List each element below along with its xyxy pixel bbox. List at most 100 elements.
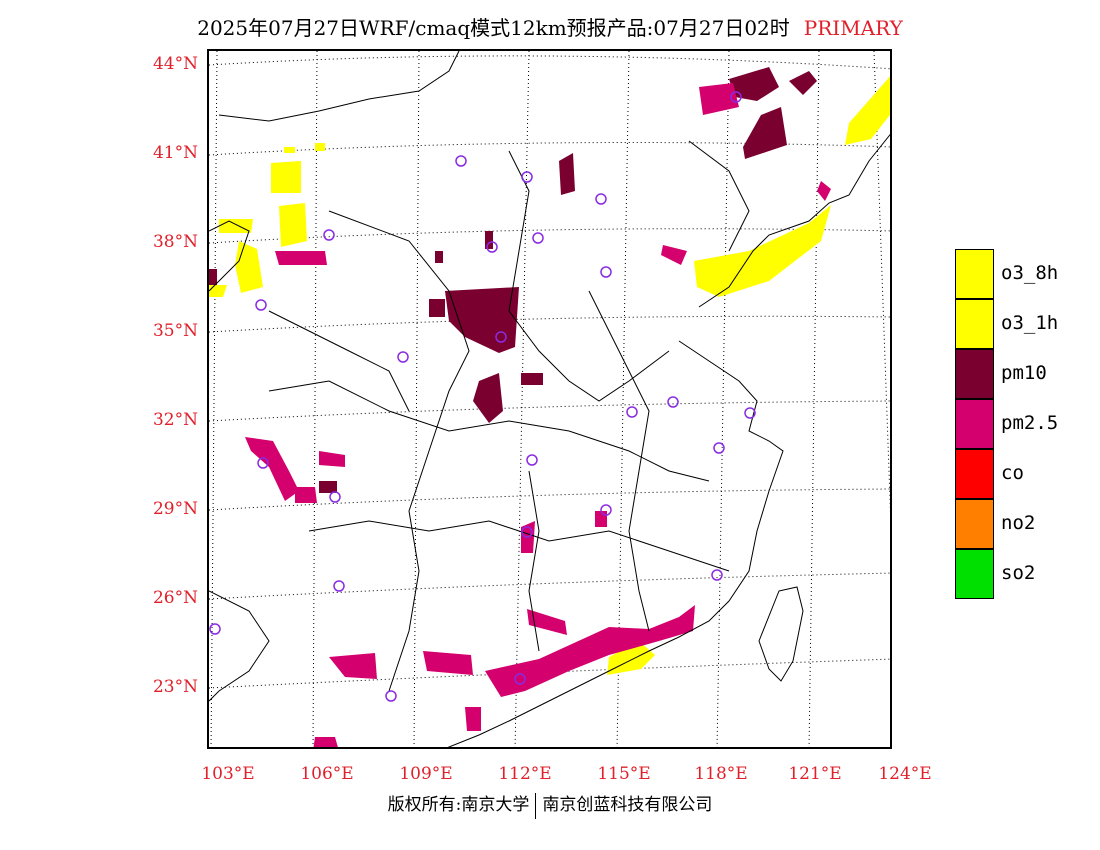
lat-label-41n: 41°N: [152, 143, 198, 163]
pm10-area: [445, 287, 519, 353]
lon-label-121e: 121°E: [788, 764, 842, 784]
lon-label-124e: 124°E: [878, 764, 932, 784]
title-text: 2025年07月27日WRF/cmaq模式12km预报产品:07月27日02时: [197, 16, 790, 40]
legend-label: pm2.5: [1001, 412, 1059, 434]
station-marker: [521, 526, 533, 538]
pm25-area: [485, 605, 695, 697]
longitude-line: [616, 51, 630, 747]
station-marker: [397, 351, 409, 363]
taiwan-island: [758, 586, 804, 682]
longitude-line: [873, 51, 890, 514]
province-border: [588, 290, 650, 632]
longitude-line: [210, 51, 218, 747]
o3-area: [315, 143, 325, 151]
copyright-owner: 版权所有:南京大学: [387, 795, 530, 815]
pm25-area: [329, 653, 377, 679]
legend-swatch: [955, 349, 994, 399]
station-marker: [744, 407, 756, 419]
longitude-line: [716, 51, 730, 747]
pm10-areas: [209, 67, 817, 493]
legend-label: pm10: [1001, 362, 1047, 384]
station-marker: [385, 690, 397, 702]
latitude-line: [209, 315, 890, 333]
latitude-line: [209, 488, 890, 511]
station-marker: [323, 229, 335, 241]
longitude-line: [514, 51, 530, 747]
o3-area: [235, 241, 263, 293]
legend-swatch: [955, 299, 994, 349]
national-border: [209, 220, 250, 292]
province-border: [508, 150, 670, 402]
latitude-line: [209, 400, 890, 422]
longitude-line: [808, 51, 820, 747]
station-marker: [455, 155, 467, 167]
lon-label-115e: 115°E: [597, 764, 651, 784]
pm25-areas: [245, 83, 831, 747]
graticule: [209, 51, 890, 747]
lat-label-29n: 29°N: [152, 499, 198, 519]
station-marker: [521, 171, 533, 183]
legend-swatch: [955, 249, 994, 299]
legend-swatch: [955, 399, 994, 449]
station-marker: [600, 504, 612, 516]
forecast-map: [207, 49, 892, 749]
station-marker: [486, 241, 498, 253]
pm25-area: [699, 83, 739, 115]
province-border: [268, 310, 410, 412]
pm25-area: [661, 245, 687, 265]
station-marker: [713, 442, 725, 454]
o3-area: [279, 203, 307, 247]
pm25-area: [313, 737, 338, 747]
pm25-area: [527, 609, 567, 635]
o3-area: [271, 161, 301, 193]
lon-label-109e: 109°E: [399, 764, 453, 784]
legend-swatch: [955, 499, 994, 549]
pm25-area: [817, 181, 831, 201]
footer-separator: [535, 792, 537, 819]
pm10-area: [789, 71, 817, 95]
station-marker: [514, 673, 526, 685]
map-title: 2025年07月27日WRF/cmaq模式12km预报产品:07月27日02时 P…: [0, 12, 1100, 41]
borders: [209, 51, 890, 747]
station-marker: [667, 396, 679, 408]
station-marker: [495, 331, 507, 343]
o3-area: [284, 147, 295, 153]
station-marker: [257, 457, 269, 469]
national-border: [218, 51, 460, 122]
station-marker: [730, 91, 742, 103]
station-marker: [255, 299, 267, 311]
lat-label-26n: 26°N: [152, 588, 198, 608]
latitude-line: [209, 55, 890, 70]
pm25-area: [319, 451, 345, 467]
station-marker: [626, 406, 638, 418]
copyright-footer: 版权所有:南京大学 南京创蓝科技有限公司: [0, 790, 1100, 819]
province-border: [308, 520, 730, 572]
pm10-area: [209, 269, 217, 285]
pm10-area: [473, 373, 503, 423]
o3-area: [219, 219, 253, 233]
station-marker: [600, 266, 612, 278]
pm25-area: [275, 251, 327, 265]
primary-pollutant-tag: PRIMARY: [803, 16, 903, 40]
pm25-area: [465, 707, 481, 731]
lat-label-38n: 38°N: [152, 232, 198, 252]
o3-areas: [209, 76, 890, 675]
station-marker: [526, 454, 538, 466]
province-border: [688, 140, 750, 252]
pm10-area: [429, 299, 445, 317]
latitude-line: [209, 228, 890, 244]
pm10-area: [485, 231, 493, 249]
coastline: [447, 340, 784, 747]
pm10-area: [559, 153, 575, 195]
province-border: [528, 470, 540, 652]
legend-swatch: [955, 449, 994, 499]
station-marker: [333, 580, 345, 592]
o3-area: [845, 76, 890, 145]
national-border: [209, 590, 270, 702]
longitude-line: [312, 51, 318, 747]
lon-label-106e: 106°E: [300, 764, 354, 784]
pm10-area: [435, 251, 443, 263]
legend-swatch: [955, 549, 994, 599]
lat-label-44n: 44°N: [152, 54, 198, 74]
lat-label-35n: 35°N: [152, 321, 198, 341]
